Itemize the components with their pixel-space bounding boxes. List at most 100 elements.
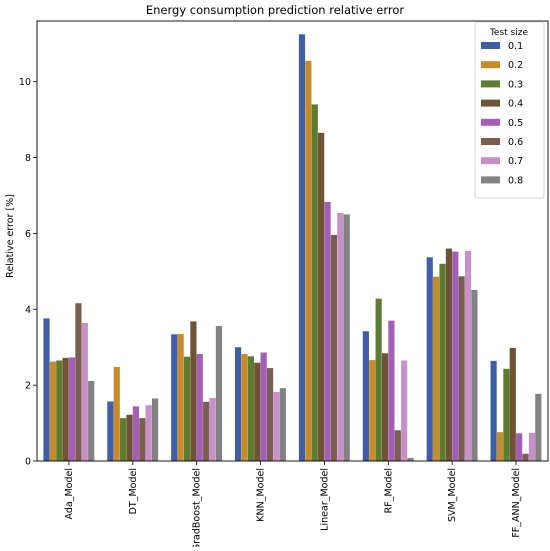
plot-frame	[36, 20, 549, 462]
bar-KNN_Model-0.6	[266, 368, 274, 461]
bar-DT_Model-0.8	[151, 398, 159, 461]
bar-KNN_Model-0.7	[273, 391, 280, 461]
bar-Linear_Model-0.4	[318, 132, 325, 461]
bar-KNN_Model-0.3	[247, 356, 254, 461]
bar-KNN_Model-0.8	[279, 388, 286, 461]
x-tick-label: Linear_Model	[319, 468, 330, 531]
bar-RF_Model-0.7	[401, 360, 408, 461]
legend-swatch-0.7	[481, 157, 500, 165]
bar-DT_Model-0.7	[145, 405, 152, 461]
bar-DT_Model-0.6	[139, 418, 146, 461]
bar-GradBoost_Model-0.4	[190, 321, 197, 461]
bar-GradBoost_Model-0.7	[209, 398, 216, 461]
bar-Linear_Model-0.8	[343, 214, 350, 461]
legend-swatch-0.2	[481, 61, 500, 69]
bar-FF_ANN_Model-0.2	[496, 432, 504, 461]
bar-SVM_Model-0.8	[471, 289, 478, 461]
legend-title: Test size	[489, 28, 528, 38]
bar-SVM_Model-0.1	[426, 257, 433, 461]
bar-DT_Model-0.3	[120, 418, 127, 461]
bar-Ada_Model-0.4	[62, 357, 69, 461]
bar-SVM_Model-0.3	[439, 263, 446, 461]
bar-SVM_Model-0.6	[458, 276, 465, 461]
x-tick-label: SVM_Model	[447, 468, 458, 522]
bar-RF_Model-0.2	[369, 360, 376, 461]
bar-FF_ANN_Model-0.8	[535, 393, 542, 461]
bar-Ada_Model-0.1	[43, 318, 50, 461]
y-tick-label: 10	[19, 77, 31, 88]
legend-swatch-0.1	[481, 42, 500, 49]
bar-GradBoost_Model-0.5	[196, 354, 203, 461]
bar-RF_Model-0.5	[388, 320, 395, 461]
bar-SVM_Model-0.4	[445, 248, 452, 461]
legend-label: 0.4	[508, 99, 523, 110]
bar-Linear_Model-0.7	[337, 212, 344, 461]
bar-GradBoost_Model-0.1	[171, 334, 178, 461]
legend-label: 0.6	[508, 137, 523, 148]
bar-RF_Model-0.3	[375, 298, 382, 461]
y-tick-label: 0	[25, 457, 31, 468]
bar-KNN_Model-0.4	[254, 362, 261, 461]
bar-Ada_Model-0.3	[56, 360, 63, 461]
bar-FF_ANN_Model-0.4	[509, 347, 516, 461]
bar-SVM_Model-0.5	[452, 251, 459, 461]
bar-FF_ANN_Model-0.6	[522, 453, 529, 461]
y-axis-label: Relative error [%]	[5, 194, 16, 278]
bar-Linear_Model-0.5	[324, 201, 331, 461]
legend-label: 0.3	[508, 79, 523, 90]
y-tick-label: 6	[25, 229, 31, 240]
bar-KNN_Model-0.1	[235, 347, 242, 461]
x-tick-label: DT_Model	[128, 468, 139, 514]
bar-SVM_Model-0.2	[433, 276, 440, 461]
chart-title: Energy consumption prediction relative e…	[146, 3, 405, 17]
legend-label: 0.1	[508, 41, 523, 52]
axes: 0 2 4 6 8 10 Ada_Model DT_Model GradBoost_Model K…	[19, 20, 549, 551]
bar-RF_Model-0.4	[381, 353, 389, 461]
bar-Linear_Model-0.1	[298, 34, 306, 461]
bar-DT_Model-0.4	[126, 414, 133, 461]
legend-swatch-0.6	[481, 138, 500, 145]
legend-swatch-0.5	[481, 118, 500, 126]
bar-Linear_Model-0.3	[311, 104, 318, 461]
bar-FF_ANN_Model-0.3	[503, 368, 510, 461]
bar-KNN_Model-0.2	[241, 354, 248, 461]
legend-label: 0.2	[508, 60, 523, 71]
bar-FF_ANN_Model-0.1	[490, 360, 497, 461]
legend-label: 0.8	[508, 175, 523, 186]
x-tick-label: Ada_Model	[64, 468, 75, 519]
bar-Ada_Model-0.5	[68, 357, 76, 461]
bar-Ada_Model-0.8	[88, 380, 95, 461]
bar-Ada_Model-0.7	[81, 322, 88, 461]
y-tick-label: 8	[25, 153, 31, 164]
bar-Linear_Model-0.2	[305, 60, 312, 461]
legend-swatch-0.4	[481, 99, 500, 107]
legend: Test size 0.1 0.2 0.3 0.4 0.5 0.6 0.7 0.8	[474, 21, 545, 199]
legend-label: 0.7	[508, 156, 523, 167]
bar-DT_Model-0.1	[107, 401, 114, 461]
x-tick-label: KNN_Model	[256, 468, 267, 522]
legend-swatch-0.8	[481, 176, 500, 184]
y-tick-label: 2	[25, 381, 31, 392]
bar-RF_Model-0.6	[394, 430, 401, 461]
legend-swatch-0.3	[481, 80, 500, 88]
x-tick-label: FF_ANN_Model	[511, 468, 522, 538]
bar-FF_ANN_Model-0.5	[516, 433, 523, 461]
bar-RF_Model-0.1	[362, 331, 369, 461]
bar-Ada_Model-0.6	[75, 303, 82, 461]
bar-GradBoost_Model-0.6	[203, 401, 210, 461]
bar-Ada_Model-0.2	[49, 361, 56, 461]
bars	[43, 34, 542, 461]
bar-DT_Model-0.5	[132, 406, 139, 461]
bar-DT_Model-0.2	[113, 366, 120, 461]
bar-RF_Model-0.8	[407, 457, 414, 461]
bar-GradBoost_Model-0.8	[215, 325, 223, 461]
x-tick-label: RF_Model	[383, 468, 394, 513]
bar-KNN_Model-0.5	[260, 352, 267, 461]
bar-GradBoost_Model-0.3	[183, 356, 191, 461]
bar-SVM_Model-0.7	[464, 250, 472, 461]
bar-Linear_Model-0.6	[330, 234, 338, 461]
y-tick-label: 4	[25, 305, 31, 316]
bar-GradBoost_Model-0.2	[177, 333, 184, 461]
